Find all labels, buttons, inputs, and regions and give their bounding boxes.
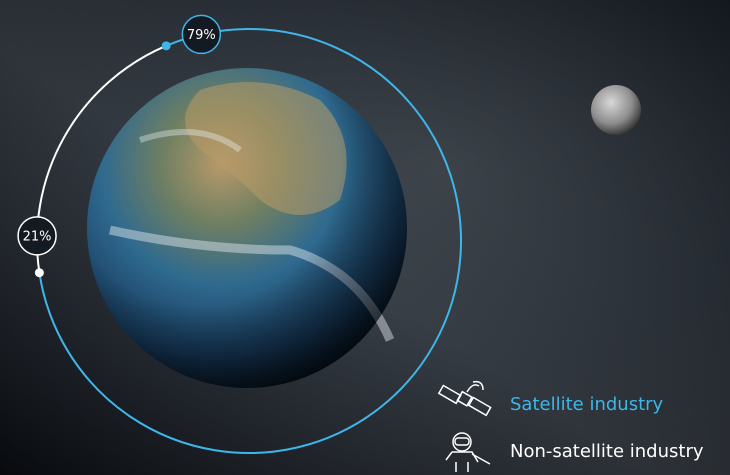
segment-end-dot [161, 41, 171, 51]
astronaut-icon [445, 432, 491, 472]
value-label-badge [181, 14, 222, 55]
legend-label: Non-satellite industry [510, 441, 704, 462]
earth-shadow [87, 68, 407, 388]
value-label-badge [17, 216, 57, 256]
value-label: 79% [187, 28, 216, 43]
ring-segment [38, 28, 462, 454]
satellite-icon [437, 380, 492, 417]
value-label: 21% [23, 229, 52, 244]
moon [591, 85, 641, 135]
segment-end-dot [34, 268, 44, 278]
legend-label: Satellite industry [510, 394, 664, 415]
